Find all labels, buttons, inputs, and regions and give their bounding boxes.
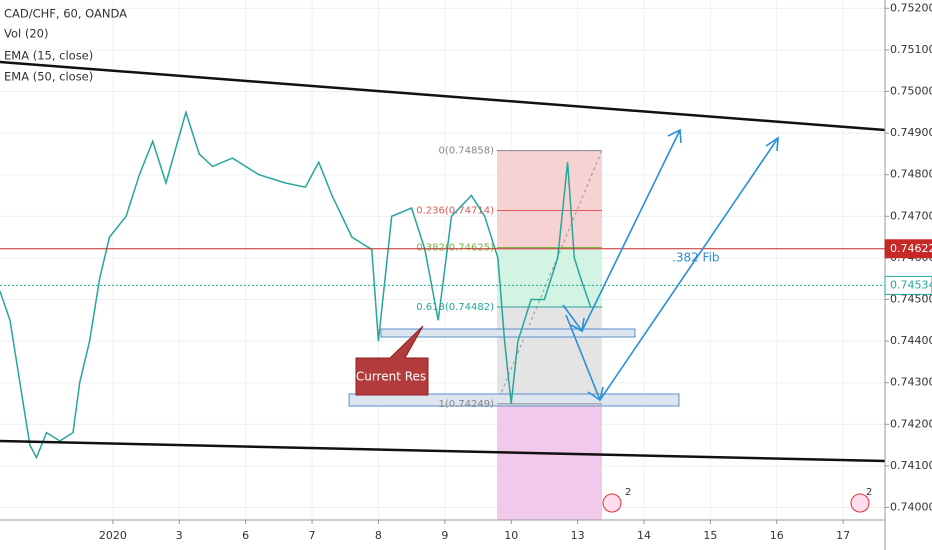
y-tick-label: 0.74800 [890,168,932,181]
event-icon [850,493,870,513]
y-tick-label: 0.74200 [890,417,932,430]
y-tick-label: 0.74500 [890,293,932,306]
trend-line [0,60,886,132]
x-tick-label: 3 [176,529,183,542]
x-tick-label: 16 [770,529,784,542]
x-tick-label: 2020 [99,529,127,542]
y-tick-label: 0.74100 [890,459,932,472]
x-tick-label: 17 [836,529,850,542]
y-tick-label: 0.74300 [890,376,932,389]
x-tick-label: 13 [571,529,585,542]
y-tick-label: 0.75000 [890,85,932,98]
fib-zone [497,247,602,306]
y-tick-label: 0.74400 [890,334,932,347]
indicator-label: EMA (50, close) [4,70,93,84]
y-tick-label: 0.74000 [890,501,932,514]
symbol-title: CAD/CHF, 60, OANDA [4,7,127,21]
callout-text: Current Res [356,370,426,384]
y-tick-label: 0.75100 [890,43,932,56]
fib-label: 0.236(0.74714) [416,205,494,216]
price-badge-label: 0.74622 [890,242,932,255]
projection-zone [497,403,602,520]
x-tick-label: 7 [309,529,316,542]
fib-label: 0.382(0.74625) [416,243,494,254]
price-badge [884,275,932,295]
fib-trend [496,149,603,404]
y-tick-label: 0.74900 [890,126,932,139]
indicator-label: Vol (20) [4,27,48,41]
fib-note: .382 Fib [672,251,720,265]
event-count: 2 [625,487,631,498]
plot: 0(0.74858) 0.236(0.74714) 0.382(0.74625) 0.… [0,109,885,460]
target-zone [497,306,602,403]
x-tick-label: 14 [637,529,651,542]
price-badge-label: 0.74534 [890,278,932,291]
x-tick-label: 6 [242,529,249,542]
grid [0,0,885,520]
risk-zone [497,150,602,247]
indicator-label: EMA (15, close) [4,49,93,63]
price-badge [884,239,932,259]
callout [355,325,429,396]
fib-label: 0.618(0.74482) [416,302,494,313]
x-tick-label: 10 [504,529,518,542]
event-icon [602,493,622,513]
support-box [380,328,636,338]
event-count: 2 [866,487,872,498]
x-tick-label: 9 [441,529,448,542]
arrows [562,128,779,402]
fib-label: 0(0.74858) [438,146,494,157]
x-tick-label: 15 [703,529,717,542]
axes: 0.74000 0.74100 0.74200 0.74300 0.74400 0.745… [99,1,932,542]
y-tick-label: 0.74700 [890,209,932,222]
fib-label: 1(0.74249) [438,399,494,410]
price-line [0,109,592,460]
trend-line [0,439,886,463]
y-tick-label: 0.75200 [890,1,932,14]
x-tick-label: 8 [375,529,382,542]
